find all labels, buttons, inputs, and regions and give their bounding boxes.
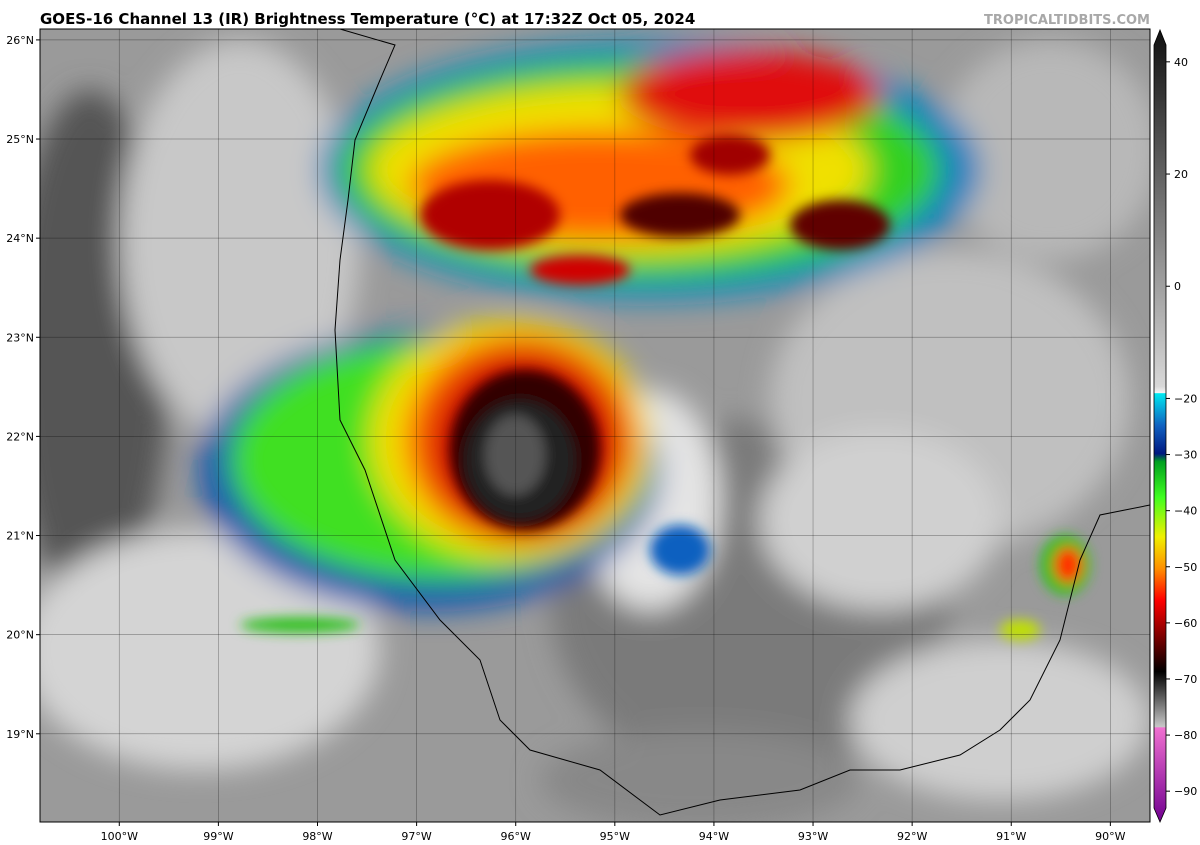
- lat-label: 23°N: [6, 331, 34, 344]
- colorbar-label: 20: [1174, 168, 1188, 181]
- lon-label: 90°W: [1095, 830, 1125, 843]
- colorbar-label: −40: [1174, 505, 1197, 518]
- lat-label: 21°N: [6, 530, 34, 543]
- map-frame: [39, 28, 1151, 823]
- colorbar-label: −80: [1174, 729, 1197, 742]
- colorbar-label: −60: [1174, 617, 1197, 630]
- lat-label: 24°N: [6, 232, 34, 245]
- title: GOES-16 Channel 13 (IR) Brightness Tempe…: [40, 10, 695, 28]
- lon-label: 93°W: [798, 830, 828, 843]
- lat-label: 19°N: [6, 728, 34, 741]
- colorbar: [1153, 28, 1167, 824]
- lon-label: 91°W: [996, 830, 1026, 843]
- colorbar-label: −50: [1174, 561, 1197, 574]
- credit: TROPICALTIDBITS.COM: [984, 13, 1150, 28]
- lat-label: 22°N: [6, 430, 34, 443]
- colorbar-label: −70: [1174, 673, 1197, 686]
- colorbar-label: 0: [1174, 280, 1181, 293]
- colorbar-label: −90: [1174, 785, 1197, 798]
- lon-label: 96°W: [501, 830, 531, 843]
- lat-label: 25°N: [6, 133, 34, 146]
- colorbar-label: −20: [1174, 392, 1197, 405]
- lon-label: 95°W: [600, 830, 630, 843]
- lon-label: 100°W: [101, 830, 138, 843]
- lon-label: 99°W: [203, 830, 233, 843]
- imagery: [40, 29, 1150, 822]
- lat-label: 26°N: [6, 34, 34, 47]
- colorbar-label: 40: [1174, 56, 1188, 69]
- lon-label: 92°W: [897, 830, 927, 843]
- lat-label: 20°N: [6, 629, 34, 642]
- colorbar-label: −30: [1174, 449, 1197, 462]
- lon-label: 98°W: [302, 830, 332, 843]
- lon-label: 97°W: [401, 830, 431, 843]
- lon-label: 94°W: [699, 830, 729, 843]
